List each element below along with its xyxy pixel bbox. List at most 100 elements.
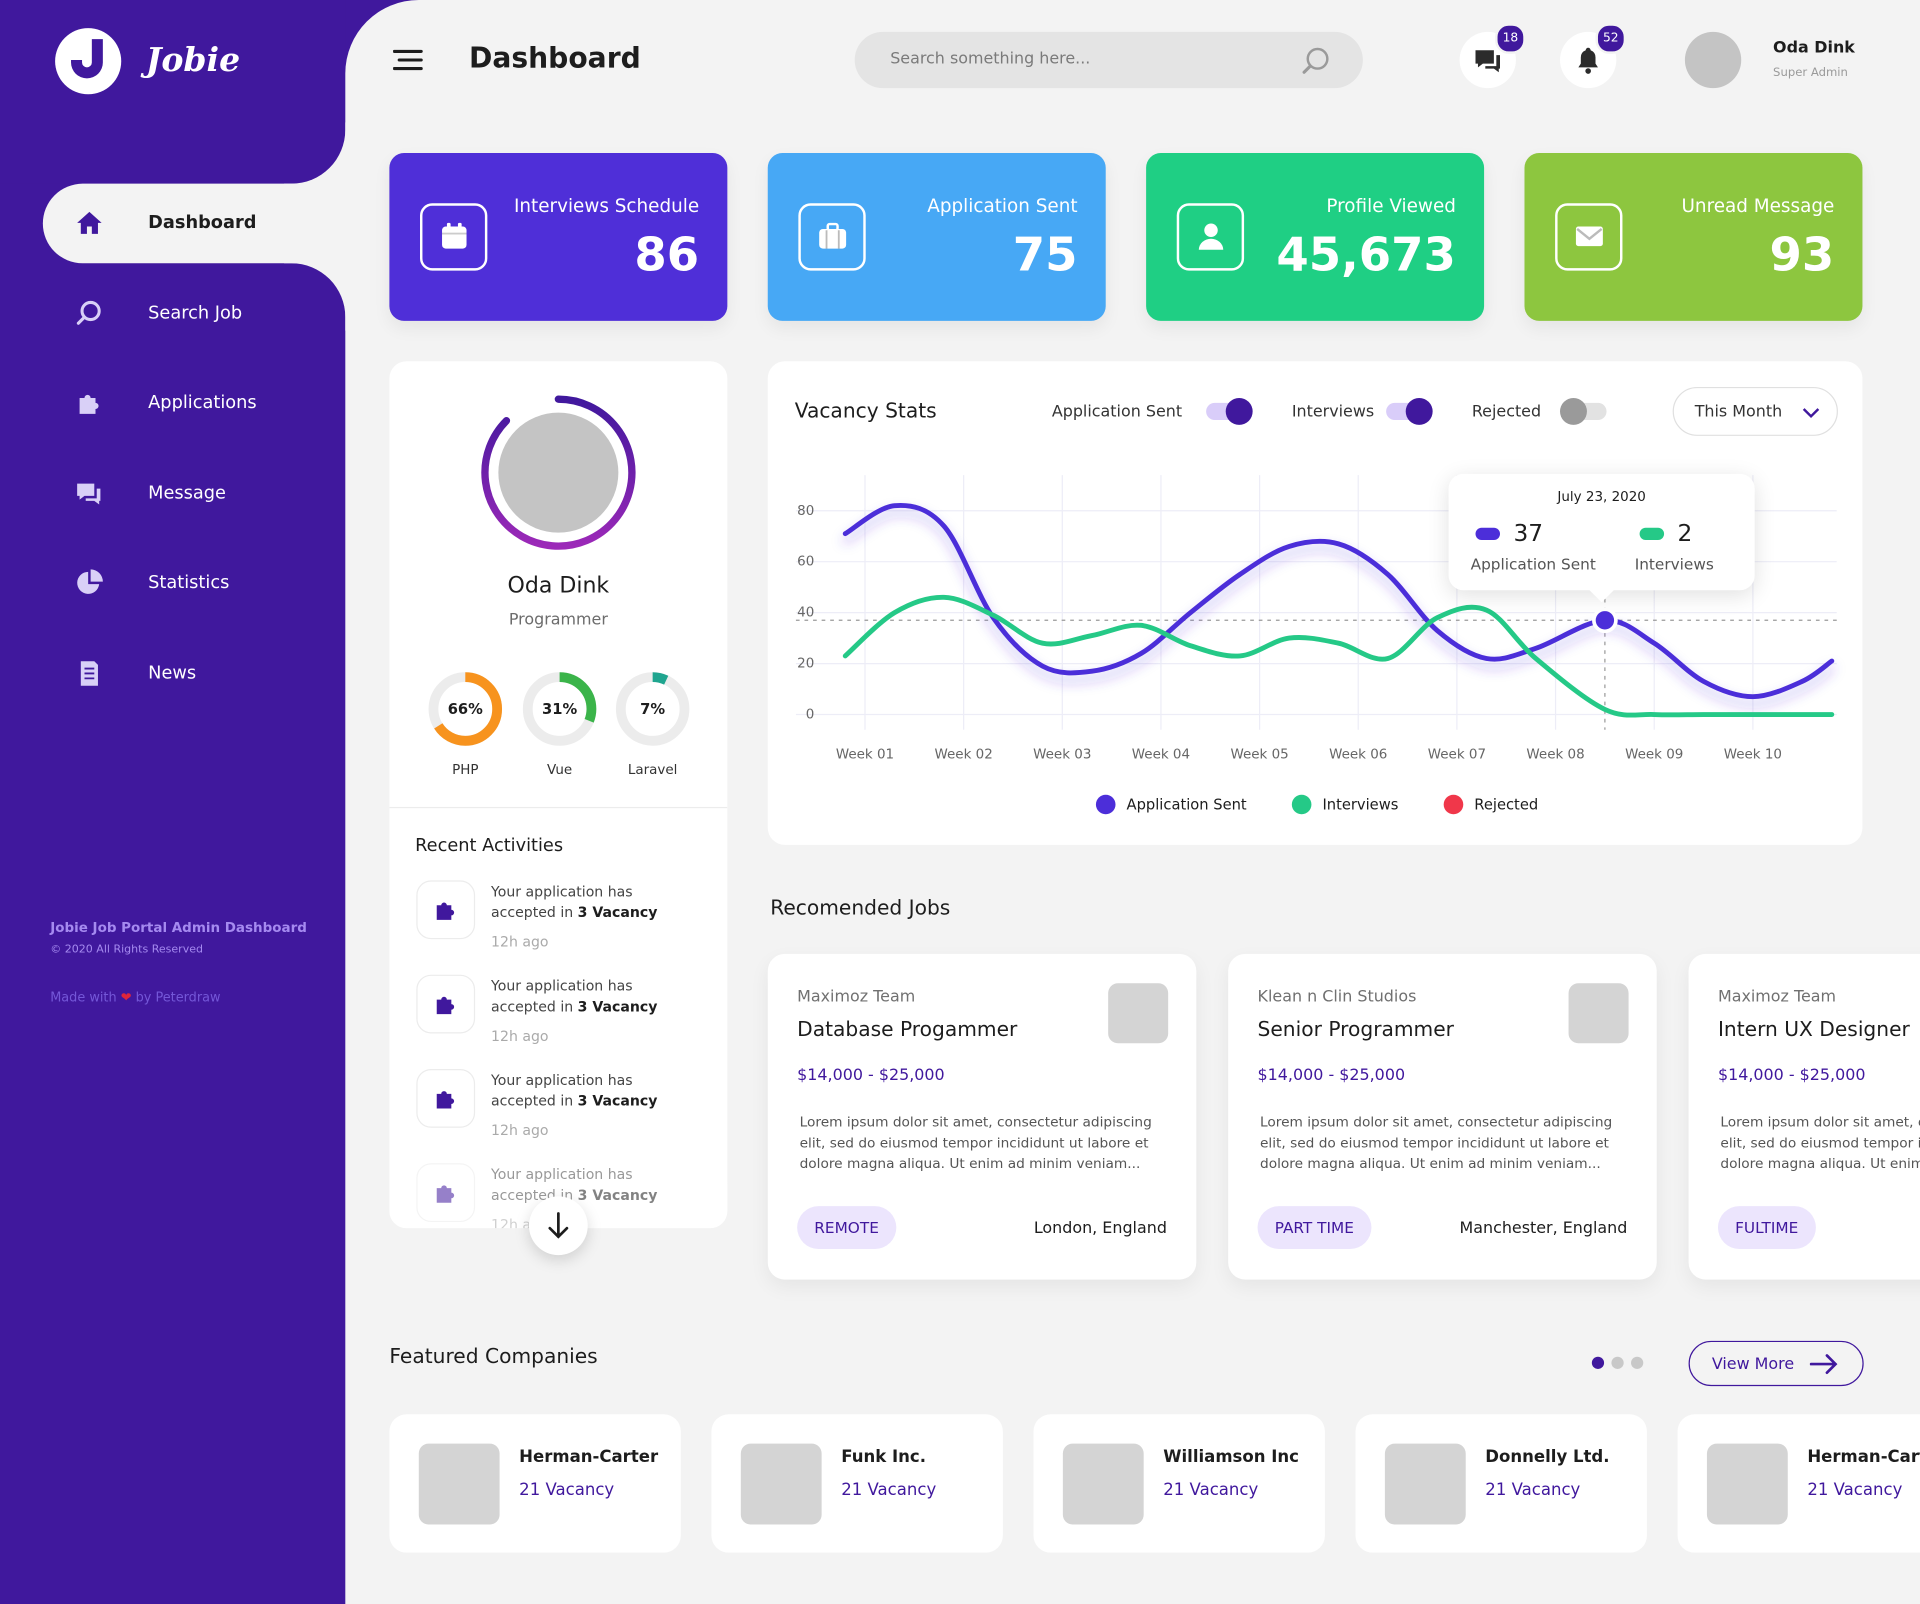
stat-card[interactable]: Interviews Schedule 86 — [389, 153, 728, 321]
job-title: Senior Programmer — [1257, 1017, 1454, 1041]
nav-item[interactable]: Search Job — [43, 283, 345, 344]
stat-icon-box — [1555, 203, 1623, 271]
y-tick-label: 60 — [797, 555, 814, 570]
stat-icon-box — [1176, 203, 1245, 271]
activity-text: accepted in — [491, 997, 574, 1016]
company-card[interactable]: Herman-Carter 21 Vacancy — [389, 1414, 681, 1553]
activity-line: accepted in 3 Vacancy — [491, 997, 658, 1016]
skill-donut: 7% — [615, 672, 690, 746]
user-name: Oda Dink — [1773, 39, 1855, 58]
companies-title: Featured Companies — [389, 1344, 598, 1368]
stat-label: Unread Message — [1681, 194, 1835, 217]
job-title: Intern UX Designer — [1717, 1017, 1910, 1041]
activity-item: Your application has accepted in 3 Vacanc… — [389, 361, 727, 1228]
activity-highlight: 3 Vacancy — [577, 997, 658, 1016]
copyright: © 2020 All Rights Reserved — [50, 944, 204, 957]
made-with: Made with ❤ by Peterdraw — [50, 992, 220, 1005]
job-company: Maximoz Team — [1717, 988, 1837, 1007]
message-badge: 18 — [1495, 23, 1526, 54]
nav-item[interactable]: News — [43, 643, 345, 704]
stat-label: Interviews Schedule — [513, 194, 700, 217]
job-tag: REMOTE — [797, 1206, 897, 1249]
company-card[interactable]: Funk Inc. 21 Vacancy — [711, 1414, 1003, 1553]
company-card[interactable]: Donnelly Ltd. 21 Vacancy — [1355, 1414, 1647, 1553]
company-card[interactable]: Herman-Carter 21 Vacancy — [1677, 1414, 1920, 1553]
x-tick-label: Week 02 — [935, 747, 993, 762]
activity-icon — [436, 1091, 455, 1109]
activity-icon-box — [416, 1163, 476, 1223]
skill-donut: 66% — [428, 672, 503, 746]
search-box[interactable]: Search something here... — [854, 31, 1363, 89]
stat-icon — [1198, 223, 1224, 250]
nav-label: News — [148, 663, 197, 684]
activity-highlight: 3 Vacancy — [577, 1186, 658, 1204]
menu-button[interactable] — [393, 49, 425, 71]
job-card[interactable]: Maximoz Team Database Progammer $14,000 - … — [767, 953, 1197, 1280]
nav-label: Statistics — [148, 573, 230, 593]
toggle-switch[interactable] — [1386, 397, 1433, 425]
message-icon — [1475, 50, 1501, 73]
y-tick-label: 80 — [797, 504, 814, 519]
job-description: Lorem ipsum dolor sit amet, consectetur … — [799, 1114, 1152, 1172]
period-dropdown[interactable]: This Month — [1672, 386, 1838, 436]
donut-label: 7% — [640, 701, 665, 718]
message-button[interactable] — [1459, 31, 1516, 89]
job-card[interactable]: Klean n Clin Studios Senior Programmer $14… — [1228, 953, 1657, 1280]
nav-item[interactable]: Dashboard — [43, 192, 345, 253]
tooltip-label: Application Sent — [1470, 554, 1596, 574]
scroll-down-button[interactable] — [528, 1196, 588, 1256]
tooltip-date: July 23, 2020 — [1557, 488, 1646, 505]
x-tick-label: Week 05 — [1230, 747, 1288, 762]
user-avatar[interactable] — [1684, 31, 1742, 89]
nav-icon — [80, 661, 98, 686]
stat-icon — [442, 222, 467, 249]
company-logo — [1706, 1443, 1788, 1525]
activity-item: Your application has accepted in 3 Vacanc… — [389, 361, 727, 1228]
job-tag: FULTIME — [1717, 1206, 1816, 1249]
stat-card[interactable]: Unread Message 93 — [1524, 153, 1863, 321]
stat-icon — [819, 222, 847, 249]
view-more-button[interactable]: View More — [1688, 1340, 1864, 1387]
job-description: Lorem ipsum dolor sit amet, consectetur … — [1260, 1114, 1613, 1172]
tooltip-value: 2 — [1677, 520, 1693, 548]
page-title: Dashboard — [468, 42, 641, 75]
notification-button[interactable] — [1560, 31, 1617, 89]
company-vacancy: 21 Vacancy — [519, 1480, 615, 1501]
stat-card[interactable]: Profile Viewed 45,673 — [1146, 153, 1485, 321]
stat-icon — [1575, 226, 1603, 247]
nav-item[interactable]: Applications — [43, 372, 345, 433]
carousel-dots[interactable] — [1589, 1354, 1645, 1371]
nav-item[interactable]: Message — [43, 463, 345, 524]
x-tick-label: Week 08 — [1526, 747, 1584, 762]
stat-card[interactable]: Application Sent 75 — [767, 153, 1106, 321]
nav-item[interactable]: Statistics — [43, 552, 345, 613]
toggle-switch[interactable] — [1560, 397, 1607, 425]
x-tick-label: Week 04 — [1132, 747, 1190, 762]
divider — [389, 806, 728, 809]
nav-label: Search Job — [148, 303, 243, 324]
company-logo — [1568, 983, 1629, 1044]
activity-icon — [436, 902, 455, 920]
company-vacancy: 21 Vacancy — [1163, 1480, 1259, 1501]
activity-time: 12h ago — [491, 1027, 549, 1045]
activity-text: accepted in — [491, 903, 574, 921]
nav-icon — [79, 394, 99, 414]
toggle-knob — [1225, 397, 1253, 425]
profile-avatar — [481, 395, 636, 550]
job-company: Maximoz Team — [797, 988, 916, 1007]
chart-tooltip: July 23, 2020 37 Application Sent 2 Intervi… — [1448, 473, 1755, 603]
company-card[interactable]: Williamson Inc 21 Vacancy — [1033, 1414, 1325, 1553]
nav-icon — [76, 300, 101, 325]
user-role: Super Admin — [1773, 66, 1848, 80]
toggle-switch[interactable] — [1206, 397, 1253, 425]
toggle-label: Rejected — [1471, 402, 1542, 422]
job-tag: PART TIME — [1257, 1206, 1372, 1249]
toggle-knob — [1560, 397, 1587, 425]
nav-label: Message — [148, 483, 226, 504]
skill-donut: 31% — [522, 672, 597, 746]
donut-center — [628, 684, 678, 734]
y-tick-label: 0 — [806, 708, 815, 723]
chart-title: Vacancy Stats — [794, 399, 937, 423]
job-card[interactable]: Maximoz Team Intern UX Designer $14,000 - … — [1688, 953, 1920, 1280]
legend-marker — [1095, 794, 1116, 815]
